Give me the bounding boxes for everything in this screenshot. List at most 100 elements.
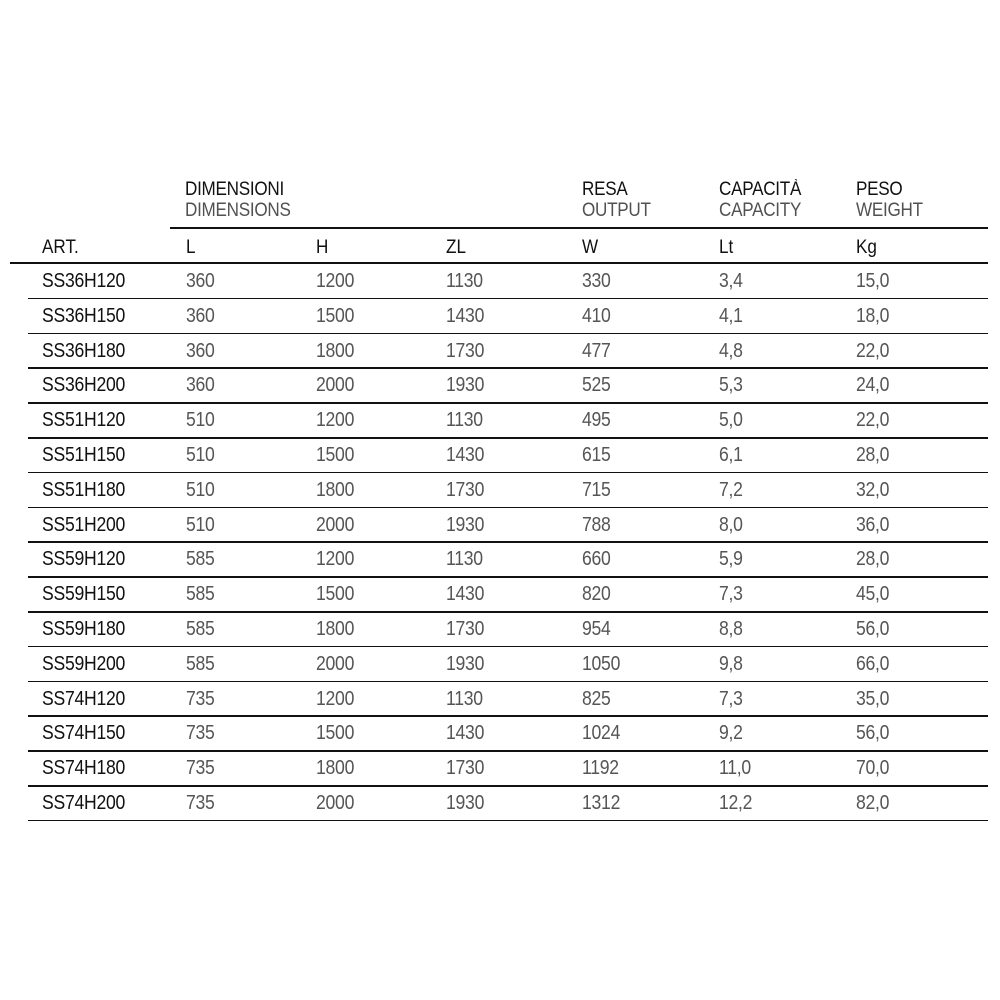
cell-lt: 4,8 <box>719 339 743 362</box>
cell-kg: 15,0 <box>856 270 890 292</box>
cell-l: 360 <box>186 304 215 327</box>
row-divider <box>28 750 988 752</box>
cell-zl: 1430 <box>446 583 485 606</box>
cell-art: SS74H180 <box>42 757 126 780</box>
cell-w: 825 <box>582 687 611 710</box>
cell-lt: 3,4 <box>719 270 743 292</box>
header-resa: RESA <box>582 179 628 200</box>
cell-l: 735 <box>186 792 215 814</box>
cell-w: 495 <box>582 409 611 432</box>
cell-art: SS59H200 <box>42 652 126 675</box>
cell-l: 585 <box>186 548 215 571</box>
table-row: SS51H120 510 1200 1130 495 5,0 22,0 <box>0 403 1000 438</box>
cell-kg: 56,0 <box>856 722 890 745</box>
cell-kg: 56,0 <box>856 618 890 640</box>
table-row: SS59H150 585 1500 1430 820 7,3 45,0 <box>0 577 1000 612</box>
cell-lt: 5,3 <box>719 374 743 397</box>
cell-lt: 8,8 <box>719 618 743 640</box>
cell-lt: 7,3 <box>719 687 743 710</box>
cell-art: SS36H120 <box>42 270 126 292</box>
cell-l: 585 <box>186 618 215 640</box>
cell-lt: 9,2 <box>719 722 743 745</box>
cell-art: SS59H120 <box>42 548 126 571</box>
cell-l: 735 <box>186 687 215 710</box>
cell-l: 360 <box>186 270 215 292</box>
cell-w: 1024 <box>582 722 621 745</box>
cell-zl: 1430 <box>446 304 485 327</box>
cell-h: 1200 <box>316 409 355 432</box>
cell-kg: 28,0 <box>856 444 890 466</box>
cell-lt: 7,2 <box>719 478 743 501</box>
row-divider <box>28 680 988 683</box>
cell-kg: 36,0 <box>856 513 890 536</box>
header-capacity: CAPACITY <box>719 200 802 221</box>
cell-zl: 1130 <box>446 409 483 432</box>
cell-lt: 5,9 <box>719 548 743 571</box>
cell-zl: 1930 <box>446 652 485 675</box>
cell-kg: 24,0 <box>856 374 890 397</box>
cell-h: 1800 <box>316 618 355 640</box>
table-row: SS74H180 735 1800 1730 1192 11,0 70,0 <box>0 751 1000 786</box>
cell-lt: 9,8 <box>719 652 743 675</box>
column-header-kg: Kg <box>856 237 877 258</box>
cell-l: 585 <box>186 652 215 675</box>
table-row: SS74H150 735 1500 1430 1024 9,2 56,0 <box>0 716 1000 751</box>
column-header-zl: ZL <box>446 237 466 258</box>
cell-art: SS59H150 <box>42 583 126 606</box>
cell-kg: 28,0 <box>856 548 890 571</box>
cell-l: 735 <box>186 722 215 745</box>
cell-l: 510 <box>186 444 215 466</box>
cell-zl: 1730 <box>446 618 485 640</box>
cell-kg: 82,0 <box>856 792 890 814</box>
table-row: SS36H180 360 1800 1730 477 4,8 22,0 <box>0 334 1000 369</box>
row-divider <box>28 367 988 369</box>
header-dimensions: DIMENSIONS <box>185 200 291 221</box>
cell-lt: 5,0 <box>719 409 743 432</box>
cell-w: 410 <box>582 304 611 327</box>
cell-zl: 1130 <box>446 270 483 292</box>
cell-h: 1200 <box>316 270 355 292</box>
cell-zl: 1730 <box>446 339 485 362</box>
table-row: SS74H200 735 2000 1930 1312 12,2 82,0 <box>0 786 1000 821</box>
cell-h: 1200 <box>316 687 355 710</box>
cell-h: 1200 <box>316 548 355 571</box>
cell-w: 788 <box>582 513 611 536</box>
column-header-w: W <box>582 237 599 258</box>
cell-kg: 70,0 <box>856 757 890 780</box>
cell-h: 2000 <box>316 652 355 675</box>
table-row: SS36H150 360 1500 1430 410 4,1 18,0 <box>0 299 1000 334</box>
header-capacita: CAPACITÀ <box>719 179 802 200</box>
cell-zl: 1130 <box>446 548 483 571</box>
header-dimensioni: DIMENSIONI <box>185 179 284 200</box>
cell-h: 2000 <box>316 792 355 814</box>
cell-w: 1050 <box>582 652 621 675</box>
header-weight: WEIGHT <box>856 200 923 221</box>
table-row: SS51H180 510 1800 1730 715 7,2 32,0 <box>0 473 1000 508</box>
cell-l: 360 <box>186 374 215 397</box>
cell-art: SS74H200 <box>42 792 126 814</box>
row-divider <box>28 645 988 648</box>
cell-zl: 1930 <box>446 513 485 536</box>
cell-w: 715 <box>582 478 611 501</box>
cell-w: 615 <box>582 444 611 466</box>
row-divider <box>28 471 988 474</box>
cell-w: 525 <box>582 374 611 397</box>
row-divider <box>28 332 988 335</box>
cell-zl: 1130 <box>446 687 483 710</box>
table-row: SS59H120 585 1200 1130 660 5,9 28,0 <box>0 542 1000 577</box>
row-divider <box>28 437 988 439</box>
column-header-h: H <box>316 237 329 258</box>
cell-w: 477 <box>582 339 611 362</box>
table-row: SS59H180 585 1800 1730 954 8,8 56,0 <box>0 612 1000 647</box>
cell-kg: 22,0 <box>856 339 890 362</box>
cell-lt: 8,0 <box>719 513 743 536</box>
cell-art: SS51H200 <box>42 513 126 536</box>
cell-art: SS51H180 <box>42 478 126 501</box>
cell-l: 510 <box>186 478 215 501</box>
row-divider <box>28 506 988 509</box>
cell-art: SS51H150 <box>42 444 126 466</box>
cell-lt: 11,0 <box>719 757 751 780</box>
cell-h: 2000 <box>316 513 355 536</box>
cell-zl: 1430 <box>446 722 485 745</box>
header-output: OUTPUT <box>582 200 651 221</box>
